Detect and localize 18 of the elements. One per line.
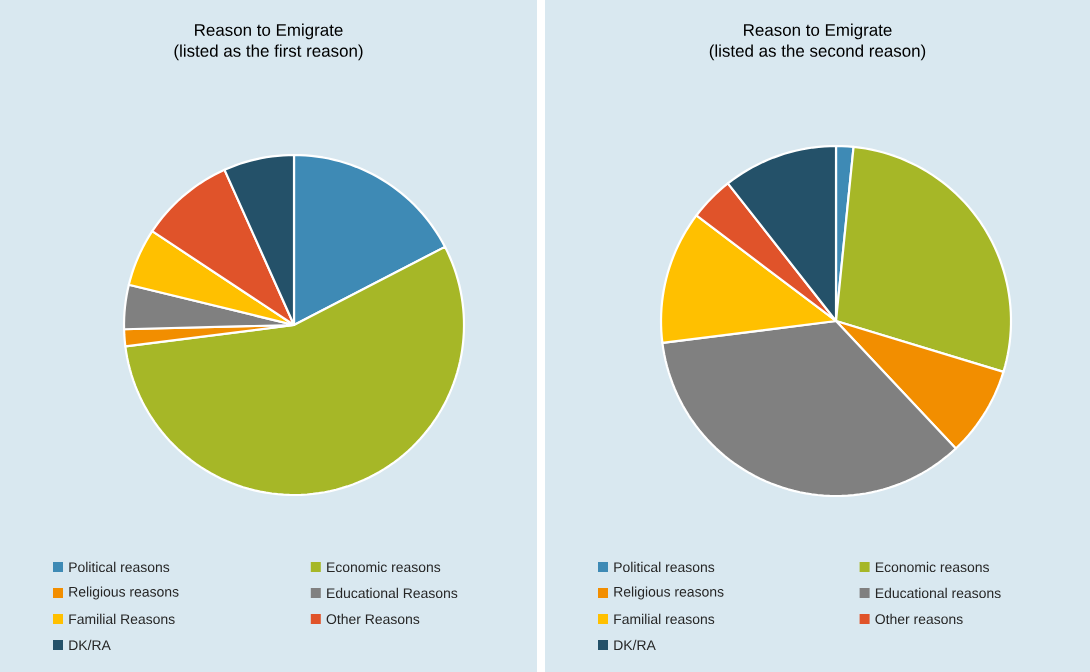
legend-label: DK/RA bbox=[614, 639, 656, 651]
legend-label: Other reasons bbox=[875, 613, 963, 625]
legend-label: Political reasons bbox=[69, 561, 170, 573]
legend-label: Economic reasons bbox=[327, 561, 441, 573]
legend-label: Other Reasons bbox=[326, 613, 420, 625]
legend-label: DK/RA bbox=[69, 639, 111, 651]
chart-title: Reason to Emigrate bbox=[195, 23, 343, 40]
legend-label: Familial Reasons bbox=[69, 613, 175, 625]
legend-label: Educational Reasons bbox=[327, 587, 458, 599]
legend-label: Familial reasons bbox=[614, 613, 715, 625]
chart-subtitle: (listed as the first reason) bbox=[174, 44, 363, 61]
legend-label: Religious reasons bbox=[69, 586, 179, 600]
chart-subtitle: (listed as the second reason) bbox=[709, 44, 926, 61]
legend-label: Religious reasons bbox=[614, 586, 724, 600]
legend-label: Economic reasons bbox=[875, 561, 989, 573]
chart-title: Reason to Emigrate bbox=[744, 23, 892, 40]
legend-label: Educational reasons bbox=[875, 587, 1001, 599]
legend-label: Political reasons bbox=[614, 561, 715, 573]
